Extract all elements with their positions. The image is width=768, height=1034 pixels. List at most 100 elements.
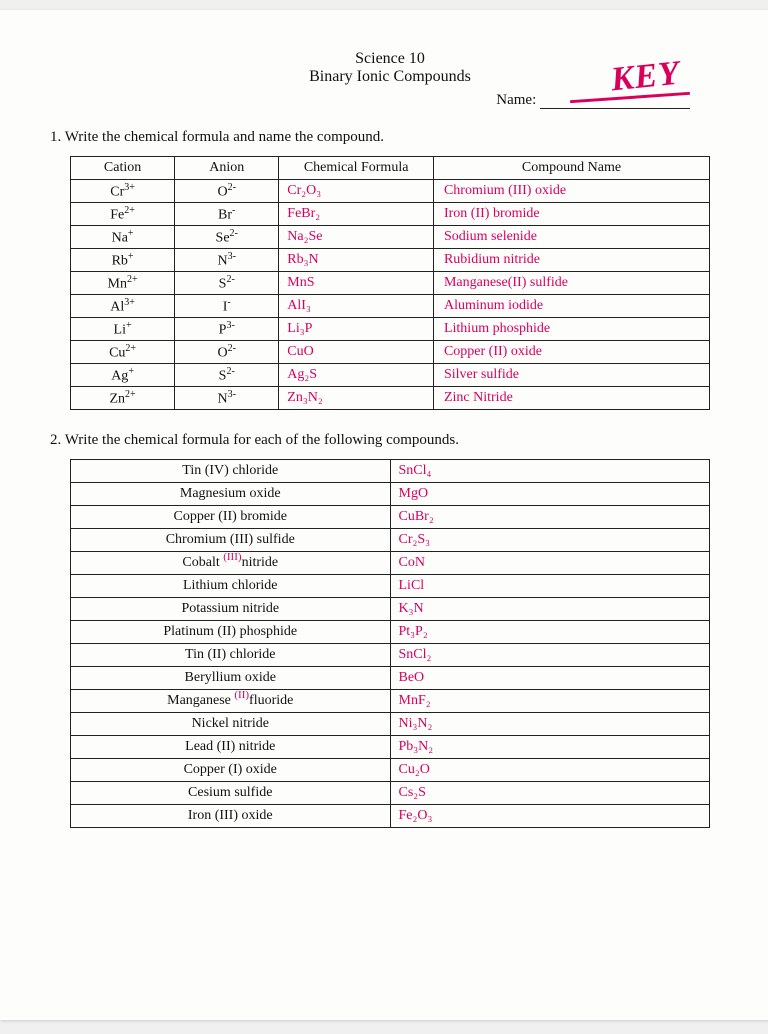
compound-name-cell: Chromium (III) oxide (433, 180, 709, 203)
compound-name-cell: Silver sulfide (433, 364, 709, 387)
table-row: Cu2+O2-CuOCopper (II) oxide (71, 341, 710, 364)
t1-header-formula: Chemical Formula (279, 157, 434, 180)
compound-name-cell: Beryllium oxide (71, 667, 391, 690)
question-1: 1. Write the chemical formula and name t… (50, 129, 750, 146)
question-2: 2. Write the chemical formula for each o… (50, 432, 750, 449)
table-row: Manganese (II)fluorideMnF₂ (71, 690, 710, 713)
anion-cell: S2- (175, 364, 279, 387)
cation-cell: Zn2+ (71, 387, 175, 410)
formula-cell: MgO (390, 483, 710, 506)
anion-cell: N3- (175, 387, 279, 410)
table-row: Tin (II) chlorideSnCl₂ (71, 644, 710, 667)
compound-name-cell: Manganese (II)fluoride (71, 690, 391, 713)
formula-cell: Zn₃N₂ (279, 387, 434, 410)
t1-header-name: Compound Name (433, 157, 709, 180)
cation-cell: Na+ (71, 226, 175, 249)
name-field-row: Name: KEY (30, 92, 750, 109)
anion-cell: Se2- (175, 226, 279, 249)
name-underline (540, 108, 690, 109)
compound-name-cell: Potassium nitride (71, 598, 391, 621)
worksheet-page: Science 10 Binary Ionic Compounds Name: … (0, 10, 768, 1020)
table-row: Potassium nitrideK₃N (71, 598, 710, 621)
formula-cell: Pb₃N₂ (390, 736, 710, 759)
table-row: Platinum (II) phosphidePt₃P₂ (71, 621, 710, 644)
cation-cell: Mn2+ (71, 272, 175, 295)
compound-name-cell: Zinc Nitride (433, 387, 709, 410)
compound-name-cell: Lithium chloride (71, 575, 391, 598)
t1-header-cation: Cation (71, 157, 175, 180)
formula-cell: MnF₂ (390, 690, 710, 713)
compound-name-cell: Lithium phosphide (433, 318, 709, 341)
formula-cell: Fe₂O₃ (390, 805, 710, 828)
table-row: Ag+S2-Ag₂SSilver sulfide (71, 364, 710, 387)
formula-cell: SnCl₄ (390, 460, 710, 483)
compound-name-cell: Tin (IV) chloride (71, 460, 391, 483)
cation-cell: Cu2+ (71, 341, 175, 364)
compound-name-cell: Copper (I) oxide (71, 759, 391, 782)
compound-name-cell: Iron (II) bromide (433, 203, 709, 226)
compound-name-cell: Manganese(II) sulfide (433, 272, 709, 295)
table-row: Cobalt (III)nitrideCoN (71, 552, 710, 575)
table-1: Cation Anion Chemical Formula Compound N… (70, 156, 710, 410)
table-1-head: Cation Anion Chemical Formula Compound N… (71, 157, 710, 180)
table-2: Tin (IV) chlorideSnCl₄Magnesium oxideMgO… (70, 459, 710, 828)
table-row: Na+Se2-Na₂SeSodium selenide (71, 226, 710, 249)
compound-name-cell: Sodium selenide (433, 226, 709, 249)
table-row: Al3+I-AlI₃Aluminum iodide (71, 295, 710, 318)
table-row: Magnesium oxideMgO (71, 483, 710, 506)
formula-cell: FeBr₂ (279, 203, 434, 226)
formula-cell: CoN (390, 552, 710, 575)
table-row: Fe2+Br-FeBr₂Iron (II) bromide (71, 203, 710, 226)
formula-cell: K₃N (390, 598, 710, 621)
compound-name-cell: Aluminum iodide (433, 295, 709, 318)
cation-cell: Ag+ (71, 364, 175, 387)
formula-cell: Ag₂S (279, 364, 434, 387)
t1-header-anion: Anion (175, 157, 279, 180)
formula-cell: BeO (390, 667, 710, 690)
compound-name-cell: Rubidium nitride (433, 249, 709, 272)
t1-header-formula-text: Chemical Formula (304, 160, 409, 175)
table-row: Beryllium oxideBeO (71, 667, 710, 690)
formula-cell: CuBr₂ (390, 506, 710, 529)
name-label: Name: (496, 92, 536, 108)
compound-name-cell: Copper (II) bromide (71, 506, 391, 529)
formula-cell: MnS (279, 272, 434, 295)
anion-cell: P3- (175, 318, 279, 341)
formula-cell: Na₂Se (279, 226, 434, 249)
table-row: Zn2+N3-Zn₃N₂Zinc Nitride (71, 387, 710, 410)
formula-cell: LiCl (390, 575, 710, 598)
table-row: Lithium chlorideLiCl (71, 575, 710, 598)
table-row: Li+P3-Li₃PLithium phosphide (71, 318, 710, 341)
formula-cell: Rb₃N (279, 249, 434, 272)
compound-name-cell: Cesium sulfide (71, 782, 391, 805)
compound-name-cell: Tin (II) chloride (71, 644, 391, 667)
compound-name-cell: Iron (III) oxide (71, 805, 391, 828)
compound-name-cell: Magnesium oxide (71, 483, 391, 506)
cation-cell: Fe2+ (71, 203, 175, 226)
anion-cell: S2- (175, 272, 279, 295)
cation-cell: Cr3+ (71, 180, 175, 203)
formula-cell: Ni₃N₂ (390, 713, 710, 736)
formula-cell: SnCl₂ (390, 644, 710, 667)
formula-cell: CuO (279, 341, 434, 364)
formula-cell: Cr₂S₃ (390, 529, 710, 552)
cation-cell: Rb+ (71, 249, 175, 272)
formula-cell: Li₃P (279, 318, 434, 341)
table-row: Copper (I) oxideCu₂O (71, 759, 710, 782)
formula-cell: Cs₂S (390, 782, 710, 805)
table-row: Chromium (III) sulfideCr₂S₃ (71, 529, 710, 552)
anion-cell: I- (175, 295, 279, 318)
compound-name-cell: Chromium (III) sulfide (71, 529, 391, 552)
compound-name-cell: Nickel nitride (71, 713, 391, 736)
anion-cell: O2- (175, 180, 279, 203)
table-row: Tin (IV) chlorideSnCl₄ (71, 460, 710, 483)
table-row: Cr3+O2-Cr₂O₃Chromium (III) oxide (71, 180, 710, 203)
formula-cell: Pt₃P₂ (390, 621, 710, 644)
table-row: Iron (III) oxideFe₂O₃ (71, 805, 710, 828)
table-row: Nickel nitrideNi₃N₂ (71, 713, 710, 736)
table-row: Lead (II) nitridePb₃N₂ (71, 736, 710, 759)
formula-cell: AlI₃ (279, 295, 434, 318)
formula-cell: Cu₂O (390, 759, 710, 782)
cation-cell: Li+ (71, 318, 175, 341)
compound-name-cell: Cobalt (III)nitride (71, 552, 391, 575)
